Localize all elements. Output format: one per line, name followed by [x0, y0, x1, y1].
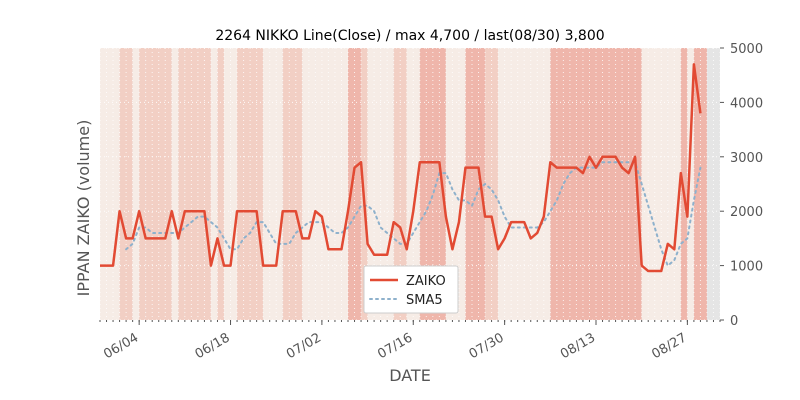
y-tick-label: 5000	[730, 42, 763, 57]
chart-title: 2264 NIKKO Line(Close) / max 4,700 / las…	[215, 28, 604, 44]
date-band	[445, 48, 466, 320]
date-band	[100, 48, 107, 320]
x-tick-label: 06/04	[101, 330, 141, 362]
date-band	[263, 48, 283, 320]
date-band	[178, 48, 185, 320]
y-tick-label: 3000	[730, 151, 763, 166]
x-tick-label: 08/13	[558, 330, 598, 362]
x-tick-label: 08/27	[649, 330, 689, 362]
legend-box	[363, 265, 459, 314]
legend-label-zaiko: ZAIKO	[406, 274, 446, 289]
y-axis-label: IPPAN ZAIKO (volume)	[74, 120, 93, 297]
date-band	[282, 48, 303, 320]
date-band	[687, 48, 694, 320]
x-tick-label: 07/02	[284, 330, 324, 362]
x-tick-label: 07/16	[375, 330, 415, 362]
y-tick-label: 0	[730, 314, 738, 329]
x-tick-label: 07/30	[467, 330, 507, 362]
legend: ZAIKO SMA5	[363, 265, 459, 314]
x-axis-label: DATE	[389, 366, 431, 385]
series-line-zaiko	[100, 63, 702, 273]
x-tick-label: 06/18	[193, 330, 233, 362]
date-band	[132, 48, 140, 320]
legend-label-sma5: SMA5	[406, 293, 443, 308]
date-band	[361, 48, 368, 320]
date-band	[680, 48, 688, 320]
y-tick-label: 4000	[730, 96, 763, 111]
date-band	[171, 48, 179, 320]
date-band	[210, 48, 218, 320]
series-line-sma5	[125, 161, 702, 268]
date-band	[139, 48, 146, 320]
y-tick-label: 1000	[730, 260, 763, 275]
date-band	[465, 48, 486, 320]
date-band	[328, 48, 348, 320]
date-band	[217, 48, 224, 320]
plot-area: 0 1000 2000 3000 4000 5000 06/04 06/18 07/02 07/1…	[99, 42, 763, 362]
y-tick-label: 2000	[730, 205, 763, 220]
